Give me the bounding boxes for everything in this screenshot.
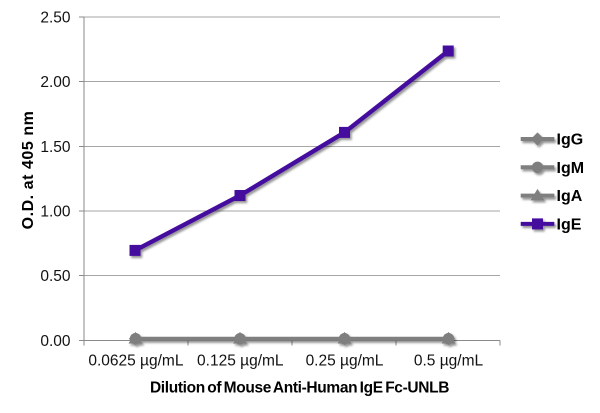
svg-text:2.50: 2.50 xyxy=(40,10,71,27)
svg-text:0.25 µg/mL: 0.25 µg/mL xyxy=(306,353,384,370)
svg-text:O.D. at 405 nm: O.D. at 405 nm xyxy=(20,111,37,230)
svg-text:Dilution of Mouse Anti-Human I: Dilution of Mouse Anti-Human IgE Fc-UNLB xyxy=(150,380,449,397)
svg-text:1.50: 1.50 xyxy=(40,139,71,156)
svg-text:IgE: IgE xyxy=(557,216,582,233)
svg-text:1.00: 1.00 xyxy=(40,204,71,221)
svg-text:IgG: IgG xyxy=(557,132,584,149)
svg-text:0.125 µg/mL: 0.125 µg/mL xyxy=(197,353,284,370)
svg-text:2.00: 2.00 xyxy=(40,74,71,91)
svg-text:0.0625 µg/mL: 0.0625 µg/mL xyxy=(88,353,183,370)
svg-text:0.5 µg/mL: 0.5 µg/mL xyxy=(414,353,484,370)
svg-text:0.00: 0.00 xyxy=(40,333,71,350)
svg-text:IgM: IgM xyxy=(557,160,585,177)
svg-text:0.50: 0.50 xyxy=(40,268,71,285)
svg-text:IgA: IgA xyxy=(557,188,583,205)
